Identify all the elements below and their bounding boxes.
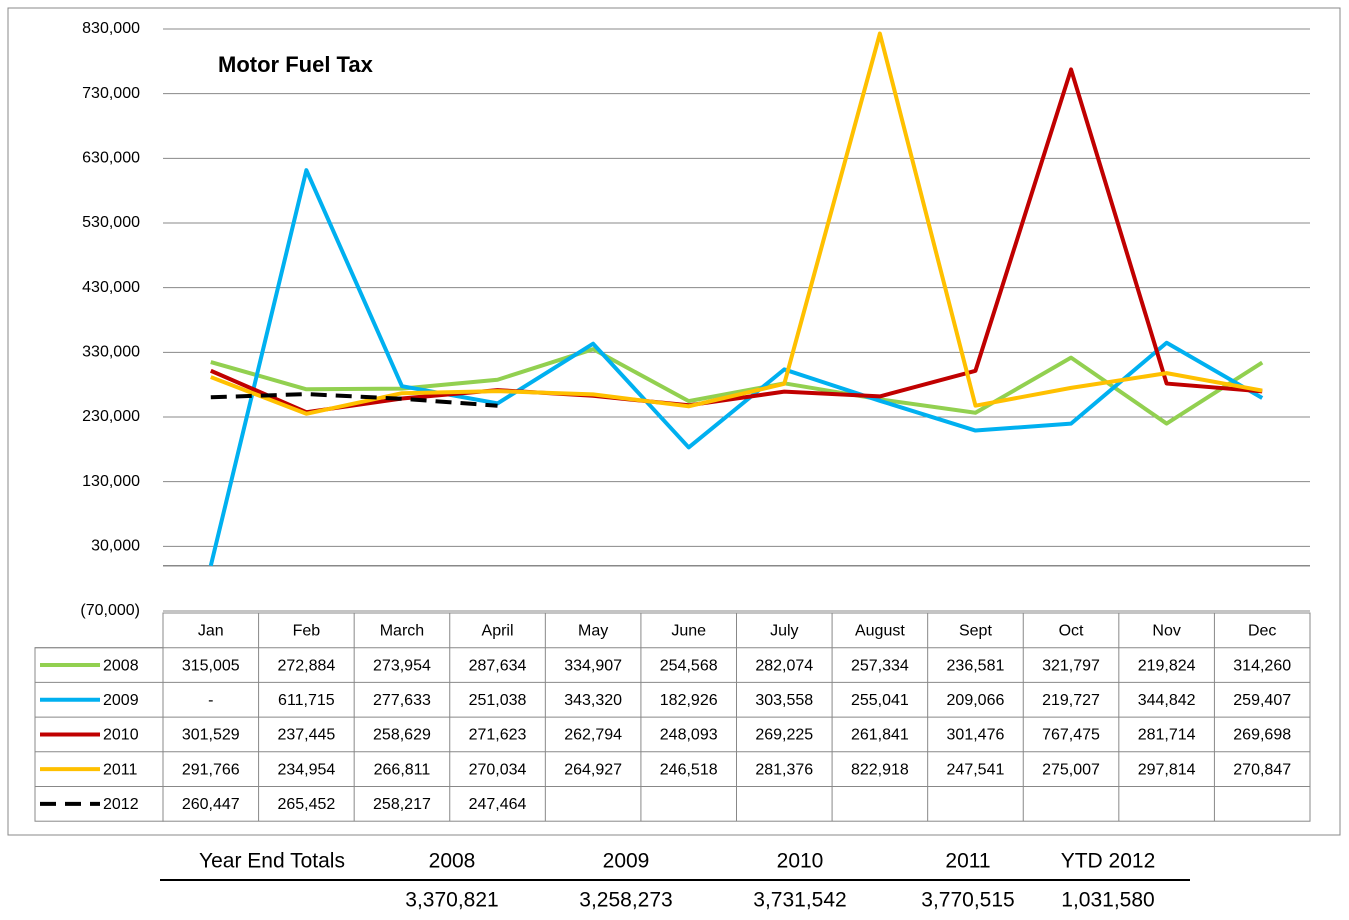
y-tick-label: 430,000 — [82, 279, 140, 296]
table-value: 767,475 — [1042, 727, 1100, 744]
table-value: 277,633 — [373, 692, 431, 709]
table-value: 343,320 — [564, 692, 622, 709]
totals-header: 2010 — [777, 850, 824, 873]
y-tick-label: 730,000 — [82, 85, 140, 102]
table-value: 334,907 — [564, 657, 622, 674]
totals-header: 2011 — [945, 850, 990, 873]
table-value: 258,217 — [373, 796, 431, 813]
x-tick-label: July — [770, 623, 798, 640]
table-value: 269,225 — [755, 727, 813, 744]
table-value: 262,794 — [564, 727, 622, 744]
legend-label: 2011 — [103, 761, 138, 778]
table-value: 265,452 — [277, 796, 335, 813]
totals-title: Year End Totals — [199, 850, 345, 873]
table-value: 247,464 — [469, 796, 527, 813]
series-line — [210, 31, 1263, 416]
totals-value: 3,770,515 — [921, 889, 1014, 912]
table-value: 270,034 — [469, 761, 527, 778]
table-value: 297,814 — [1138, 761, 1196, 778]
table-value: 260,447 — [182, 796, 240, 813]
table-value: 281,714 — [1138, 727, 1196, 744]
legend-label: 2012 — [103, 796, 139, 813]
y-tick-label: 230,000 — [82, 408, 140, 425]
table-value: 321,797 — [1042, 657, 1100, 674]
y-tick-label: 130,000 — [82, 473, 140, 490]
x-tick-label: March — [380, 623, 424, 640]
totals-header: 2008 — [429, 850, 476, 873]
totals-value: 3,370,821 — [405, 889, 498, 912]
chart-title: Motor Fuel Tax — [218, 52, 374, 77]
y-tick-label: 630,000 — [82, 150, 140, 167]
table-value: 209,066 — [947, 692, 1005, 709]
table-value: 287,634 — [469, 657, 527, 674]
table-value: 236,581 — [947, 657, 1005, 674]
y-tick-label: 330,000 — [82, 344, 140, 361]
table-value: 281,376 — [755, 761, 813, 778]
table-value: 282,074 — [755, 657, 813, 674]
x-tick-label: May — [578, 623, 608, 640]
x-tick-label: Dec — [1248, 623, 1276, 640]
table-value: 301,529 — [182, 727, 240, 744]
series-line — [208, 168, 1264, 567]
totals-value: 3,258,273 — [579, 889, 672, 912]
table-value: 344,842 — [1138, 692, 1196, 709]
totals-value: 1,031,580 — [1061, 889, 1154, 912]
table-value: 314,260 — [1233, 657, 1291, 674]
y-tick-label: 530,000 — [82, 214, 140, 231]
table-value: 247,541 — [947, 761, 1005, 778]
table-value: 182,926 — [660, 692, 718, 709]
y-tick-label: 30,000 — [91, 538, 140, 555]
series-line — [209, 67, 1263, 415]
table-value: 261,841 — [851, 727, 909, 744]
table-value: 255,041 — [851, 692, 909, 709]
legend-label: 2010 — [103, 727, 139, 744]
series-line — [210, 347, 1264, 426]
x-tick-label: Oct — [1059, 623, 1084, 640]
totals-header: YTD 2012 — [1061, 850, 1156, 873]
table-value: 291,766 — [182, 761, 240, 778]
table-value: 254,568 — [660, 657, 718, 674]
table-value: 248,093 — [660, 727, 718, 744]
x-tick-label: Sept — [959, 623, 992, 640]
table-value: 219,727 — [1042, 692, 1100, 709]
table-value: - — [208, 692, 213, 709]
table-value: 270,847 — [1233, 761, 1291, 778]
series-line — [210, 392, 498, 408]
table-value: 251,038 — [469, 692, 527, 709]
x-tick-label: Jan — [198, 623, 224, 640]
table-value: 269,698 — [1233, 727, 1291, 744]
table-value: 257,334 — [851, 657, 909, 674]
x-tick-label: Feb — [293, 623, 321, 640]
table-value: 271,623 — [469, 727, 527, 744]
table-value: 303,558 — [755, 692, 813, 709]
table-value: 301,476 — [947, 727, 1005, 744]
table-value: 822,918 — [851, 761, 909, 778]
totals-header: 2009 — [603, 850, 650, 873]
table-value: 315,005 — [182, 657, 240, 674]
x-tick-label: August — [855, 623, 905, 640]
x-tick-label: Nov — [1152, 623, 1180, 640]
x-tick-label: June — [671, 623, 706, 640]
totals-value: 3,731,542 — [753, 889, 846, 912]
table-value: 264,927 — [564, 761, 622, 778]
table-value: 275,007 — [1042, 761, 1100, 778]
table-value: 272,884 — [277, 657, 335, 674]
legend-label: 2008 — [103, 657, 139, 674]
table-value: 237,445 — [277, 727, 335, 744]
table-value: 219,824 — [1138, 657, 1196, 674]
table-value: 273,954 — [373, 657, 431, 674]
table-value: 246,518 — [660, 761, 718, 778]
table-value: 259,407 — [1233, 692, 1291, 709]
table-value: 234,954 — [277, 761, 335, 778]
chart-frame — [7, 7, 1341, 836]
table-value: 266,811 — [374, 761, 431, 778]
y-tick-label: 830,000 — [82, 20, 140, 37]
y-tick-label: (70,000) — [80, 602, 140, 619]
table-value: 258,629 — [373, 727, 431, 744]
table-value: 611,715 — [278, 692, 335, 709]
x-tick-label: April — [482, 623, 514, 640]
legend-label: 2009 — [103, 692, 139, 709]
